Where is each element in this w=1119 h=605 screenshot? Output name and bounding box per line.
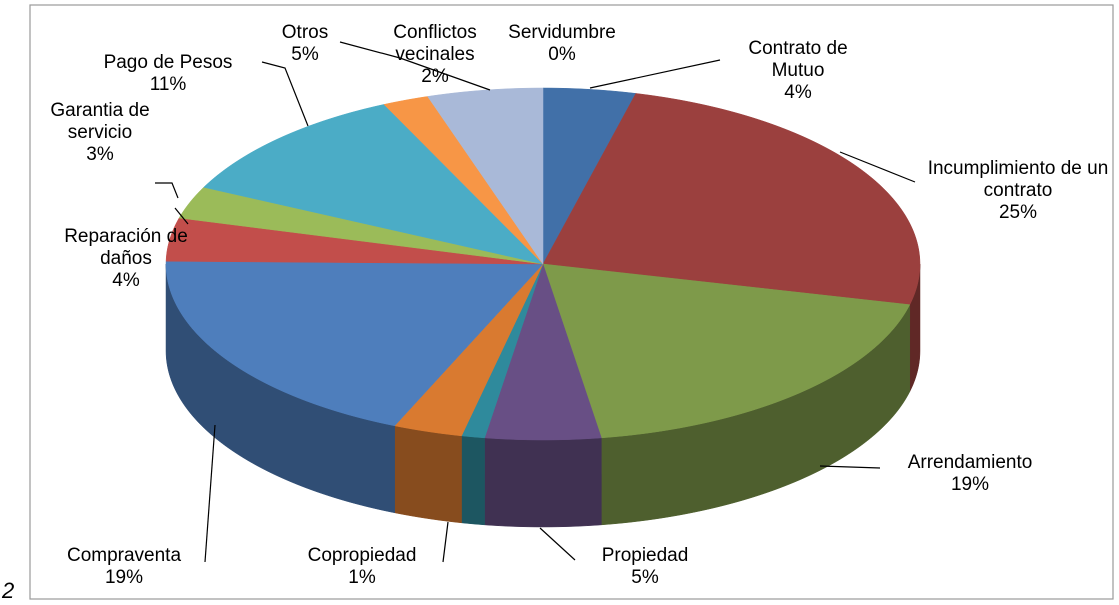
slice-label: Compraventa 19% <box>39 545 209 589</box>
slice-value: 4% <box>784 82 812 103</box>
slice-value: 0% <box>548 44 576 65</box>
slice <box>542 87 637 265</box>
leader-line <box>339 41 491 91</box>
slice-value: 5% <box>631 567 659 588</box>
slice-side <box>484 437 602 528</box>
slice <box>484 263 602 441</box>
slice-value: 19% <box>950 474 990 495</box>
slice-side <box>394 425 462 524</box>
slice-label: Pago de Pesos 11% <box>68 52 268 96</box>
leader-line <box>589 59 721 89</box>
slice-name: Reparación de daños <box>64 226 188 269</box>
leader-line <box>261 61 309 127</box>
slice <box>165 261 544 427</box>
leader-line <box>155 182 179 199</box>
slice-name: Garantia de servicio <box>50 100 150 143</box>
slice-value: 3% <box>86 144 114 165</box>
leader-line <box>839 151 916 183</box>
pie-tops <box>165 87 921 441</box>
leader-line <box>204 424 216 563</box>
slice-label: Otros 5% <box>265 22 345 66</box>
slice-label: Contrato de Mutuo 4% <box>723 38 873 104</box>
slice-name: Compraventa <box>66 545 182 566</box>
slice-name: Contrato de Mutuo <box>748 38 848 81</box>
slice <box>203 104 544 265</box>
slice-label: Incumplimiento de un contrato 25% <box>923 158 1113 224</box>
slice <box>542 263 911 439</box>
slice-value: 2% <box>421 66 449 87</box>
slice-label: Garantia de servicio 3% <box>25 100 175 166</box>
slice <box>165 217 544 265</box>
chart-frame <box>29 4 1114 600</box>
slice <box>542 93 921 305</box>
slice-value: 5% <box>291 44 319 65</box>
leader-line <box>442 521 449 563</box>
slice-name: Conflictos vecinales <box>393 22 477 65</box>
slice-name: Propiedad <box>601 545 689 566</box>
slice-label: Reparación de daños 4% <box>36 226 216 292</box>
slice-value: 25% <box>998 202 1038 223</box>
leader-line <box>819 465 881 469</box>
slice-value: 1% <box>348 567 376 588</box>
leader-line <box>174 207 189 225</box>
slice <box>427 87 544 265</box>
slice-label: Servidumbre 0% <box>492 22 632 66</box>
slice-label: Conflictos vecinales 2% <box>380 22 490 88</box>
slice-name: Otros <box>281 22 329 43</box>
slice-label: Arrendamiento 19% <box>880 452 1060 496</box>
slice <box>394 263 544 437</box>
slice-label: Propiedad 5% <box>575 545 715 589</box>
slice <box>383 96 544 265</box>
slice-name: Copropiedad <box>307 545 417 566</box>
leader-line <box>539 527 576 561</box>
annotation: 2 <box>2 578 15 603</box>
slice-side <box>461 435 485 526</box>
slice-value: 19% <box>104 567 144 588</box>
slice-name: Arrendamiento <box>907 452 1033 473</box>
slice-label: Copropiedad 1% <box>282 545 442 589</box>
slice-value: 4% <box>112 270 140 291</box>
slice-value: 11% <box>149 74 187 95</box>
slice-name: Pago de Pesos <box>103 52 233 73</box>
slice-name: Servidumbre <box>508 22 616 43</box>
slice-name: Incumplimiento de un contrato <box>927 158 1109 201</box>
